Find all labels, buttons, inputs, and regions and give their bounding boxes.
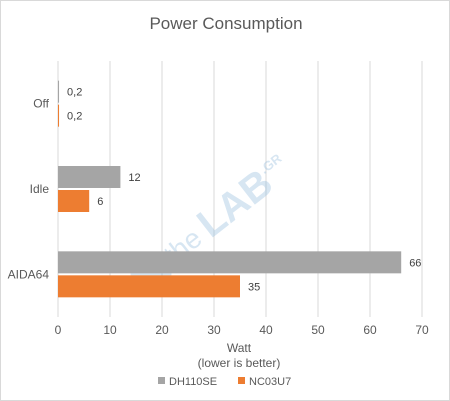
x-axis-subtitle: (lower is better) xyxy=(198,356,281,370)
bar-off-nc03u7 xyxy=(58,104,60,127)
legend-swatch-nc03u7 xyxy=(238,377,245,384)
legend-swatch-dh110se xyxy=(158,377,165,384)
value-label-off-dh110se: 0,2 xyxy=(67,87,82,99)
legend-label-nc03u7: NC03U7 xyxy=(249,376,291,388)
chart-title: Power Consumption xyxy=(149,14,302,33)
grid-lines xyxy=(57,61,423,317)
category-labels: Off Idle AIDA64 xyxy=(8,97,50,282)
value-label-idle-dh110se: 12 xyxy=(128,172,140,184)
value-label-off-nc03u7: 0,2 xyxy=(67,111,82,123)
category-label-aida64: AIDA64 xyxy=(8,267,50,281)
x-tick-label-40: 40 xyxy=(259,323,273,337)
value-label-idle-nc03u7: 6 xyxy=(97,196,103,208)
bar-aida64-nc03u7 xyxy=(58,275,240,298)
category-label-off: Off xyxy=(33,97,49,111)
bar-idle-nc03u7 xyxy=(58,190,90,212)
bars xyxy=(58,80,402,298)
value-label-aida64-dh110se: 66 xyxy=(409,257,421,269)
category-label-idle: Idle xyxy=(30,182,50,196)
x-tick-label-30: 30 xyxy=(207,323,221,337)
x-tick-label-0: 0 xyxy=(55,323,62,337)
value-label-aida64-nc03u7: 35 xyxy=(248,281,260,293)
x-tick-label-10: 10 xyxy=(103,323,117,337)
x-axis-title: Watt xyxy=(227,341,252,355)
x-tick-label-20: 20 xyxy=(155,323,169,337)
x-tick-label-70: 70 xyxy=(415,323,429,337)
legend-label-dh110se: DH110SE xyxy=(169,376,217,388)
x-tick-labels: 0 10 20 30 40 50 60 70 xyxy=(55,323,429,337)
bar-off-dh110se xyxy=(58,80,60,103)
bar-idle-dh110se xyxy=(58,166,121,188)
x-tick-label-50: 50 xyxy=(311,323,325,337)
legend: DH110SE NC03U7 xyxy=(158,376,291,388)
x-tick-label-60: 60 xyxy=(363,323,377,337)
bar-aida64-dh110se xyxy=(58,251,402,274)
